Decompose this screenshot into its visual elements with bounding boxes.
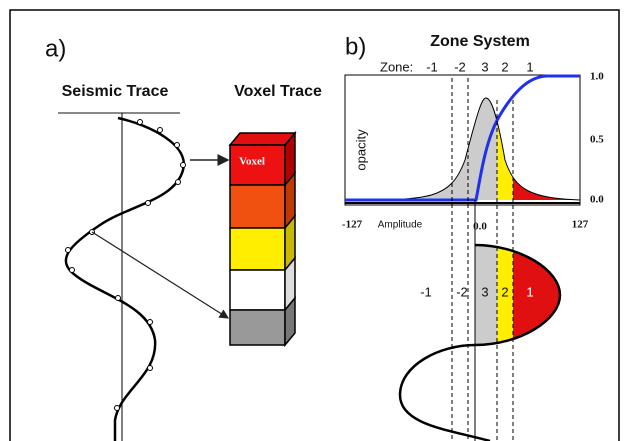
arrow [92, 232, 228, 318]
samples [66, 120, 186, 411]
histogram [345, 75, 580, 205]
zone-label: -2 [456, 284, 468, 299]
zone-label: 1 [526, 59, 533, 74]
x-axis-label: Amplitude [378, 220, 423, 231]
y-tick-label: 1.0 [590, 71, 604, 83]
zone-label: 3 [481, 284, 488, 299]
zone-label: 2 [501, 284, 508, 299]
y-axis-label: opacity [353, 129, 368, 171]
heading: Seismic Trace [62, 83, 169, 100]
zone-prefix: Zone: [380, 59, 413, 74]
zone-label: 3 [481, 59, 488, 74]
x-tick-label: -127 [342, 219, 363, 231]
zone-label: 1 [526, 284, 533, 299]
zone-label: -1 [426, 59, 438, 74]
zone-label: -1 [420, 284, 432, 299]
y-tick-label: 0.5 [590, 134, 604, 146]
zone-label: 2 [501, 59, 508, 74]
figure: a) Seismic Trace Voxel Trace Voxel b) Zo… [0, 0, 628, 441]
heading: Zone System [430, 33, 530, 50]
page: a) Seismic Trace Voxel Trace Voxel b) Zo… [0, 0, 628, 441]
y-tick-label: 0.0 [590, 194, 604, 206]
heading: Voxel Trace [234, 83, 322, 100]
x-tick-label: 127 [572, 219, 589, 231]
voxel-label: Voxel [239, 156, 265, 168]
panel-label: b) [345, 33, 366, 60]
zone-label: -2 [454, 59, 466, 74]
panel-label: a) [45, 35, 66, 62]
